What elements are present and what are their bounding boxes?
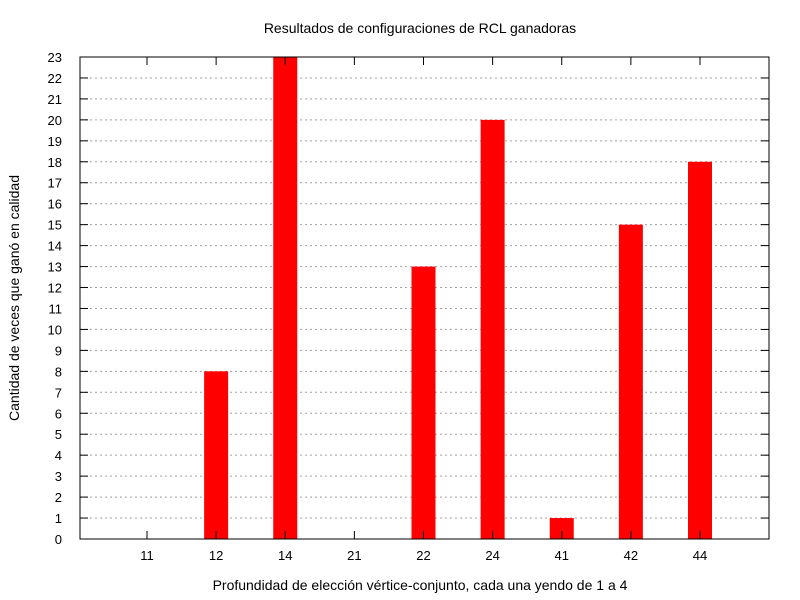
y-tick-label: 20 <box>48 113 62 128</box>
bar-14 <box>273 57 298 539</box>
y-tick-label: 12 <box>48 281 62 296</box>
y-tick-label: 17 <box>48 176 62 191</box>
x-tick-label: 11 <box>140 548 154 563</box>
y-tick-label: 4 <box>55 448 62 463</box>
y-tick-label: 16 <box>48 197 62 212</box>
y-tick-label: 21 <box>48 92 62 107</box>
y-tick-label: 5 <box>55 427 62 442</box>
y-tick-label: 11 <box>49 301 63 316</box>
plot-frame <box>79 56 770 540</box>
y-tick-label: 6 <box>55 406 62 421</box>
y-tick-label: 3 <box>55 469 62 484</box>
x-tick-label: 21 <box>347 548 361 563</box>
bar-41 <box>549 518 574 539</box>
y-tick-label: 9 <box>55 343 62 358</box>
x-tick-label: 44 <box>693 548 707 563</box>
x-tick-label: 42 <box>624 548 638 563</box>
x-tick-label: 12 <box>209 548 223 563</box>
y-tick-label: 22 <box>48 71 62 86</box>
bar-24 <box>480 119 505 539</box>
x-tick-label: 24 <box>485 548 499 563</box>
y-tick-label: 14 <box>48 239 62 254</box>
bar-12 <box>204 371 229 539</box>
y-tick-label: 1 <box>55 511 62 526</box>
y-tick-label: 10 <box>48 322 62 337</box>
y-tick-label: 8 <box>55 364 62 379</box>
x-tick-label: 22 <box>416 548 430 563</box>
bar-44 <box>688 161 712 540</box>
y-tick-label: 7 <box>55 385 62 400</box>
y-tick-label: 23 <box>48 50 62 65</box>
x-tick-label: 41 <box>555 548 569 563</box>
y-tick-label: 0 <box>55 532 62 547</box>
y-tick-label: 2 <box>55 490 62 505</box>
bar-22 <box>411 266 436 539</box>
bars <box>204 57 712 540</box>
y-axis-label: Cantidad de veces que ganó en calidad <box>6 175 22 421</box>
bar-42 <box>618 224 643 540</box>
y-tick-label: 18 <box>48 155 62 170</box>
x-axis-label: Profundidad de elección vértice-conjunto… <box>213 577 628 593</box>
y-tick-label: 19 <box>48 134 62 149</box>
x-axis-ticks: 11 12 14 21 22 24 41 42 44 <box>140 57 707 563</box>
y-tick-label: 13 <box>48 260 62 275</box>
chart-title: Resultados de configuraciones de RCL gan… <box>264 20 576 36</box>
x-tick-label: 14 <box>278 548 292 563</box>
y-tick-label: 15 <box>48 218 62 233</box>
